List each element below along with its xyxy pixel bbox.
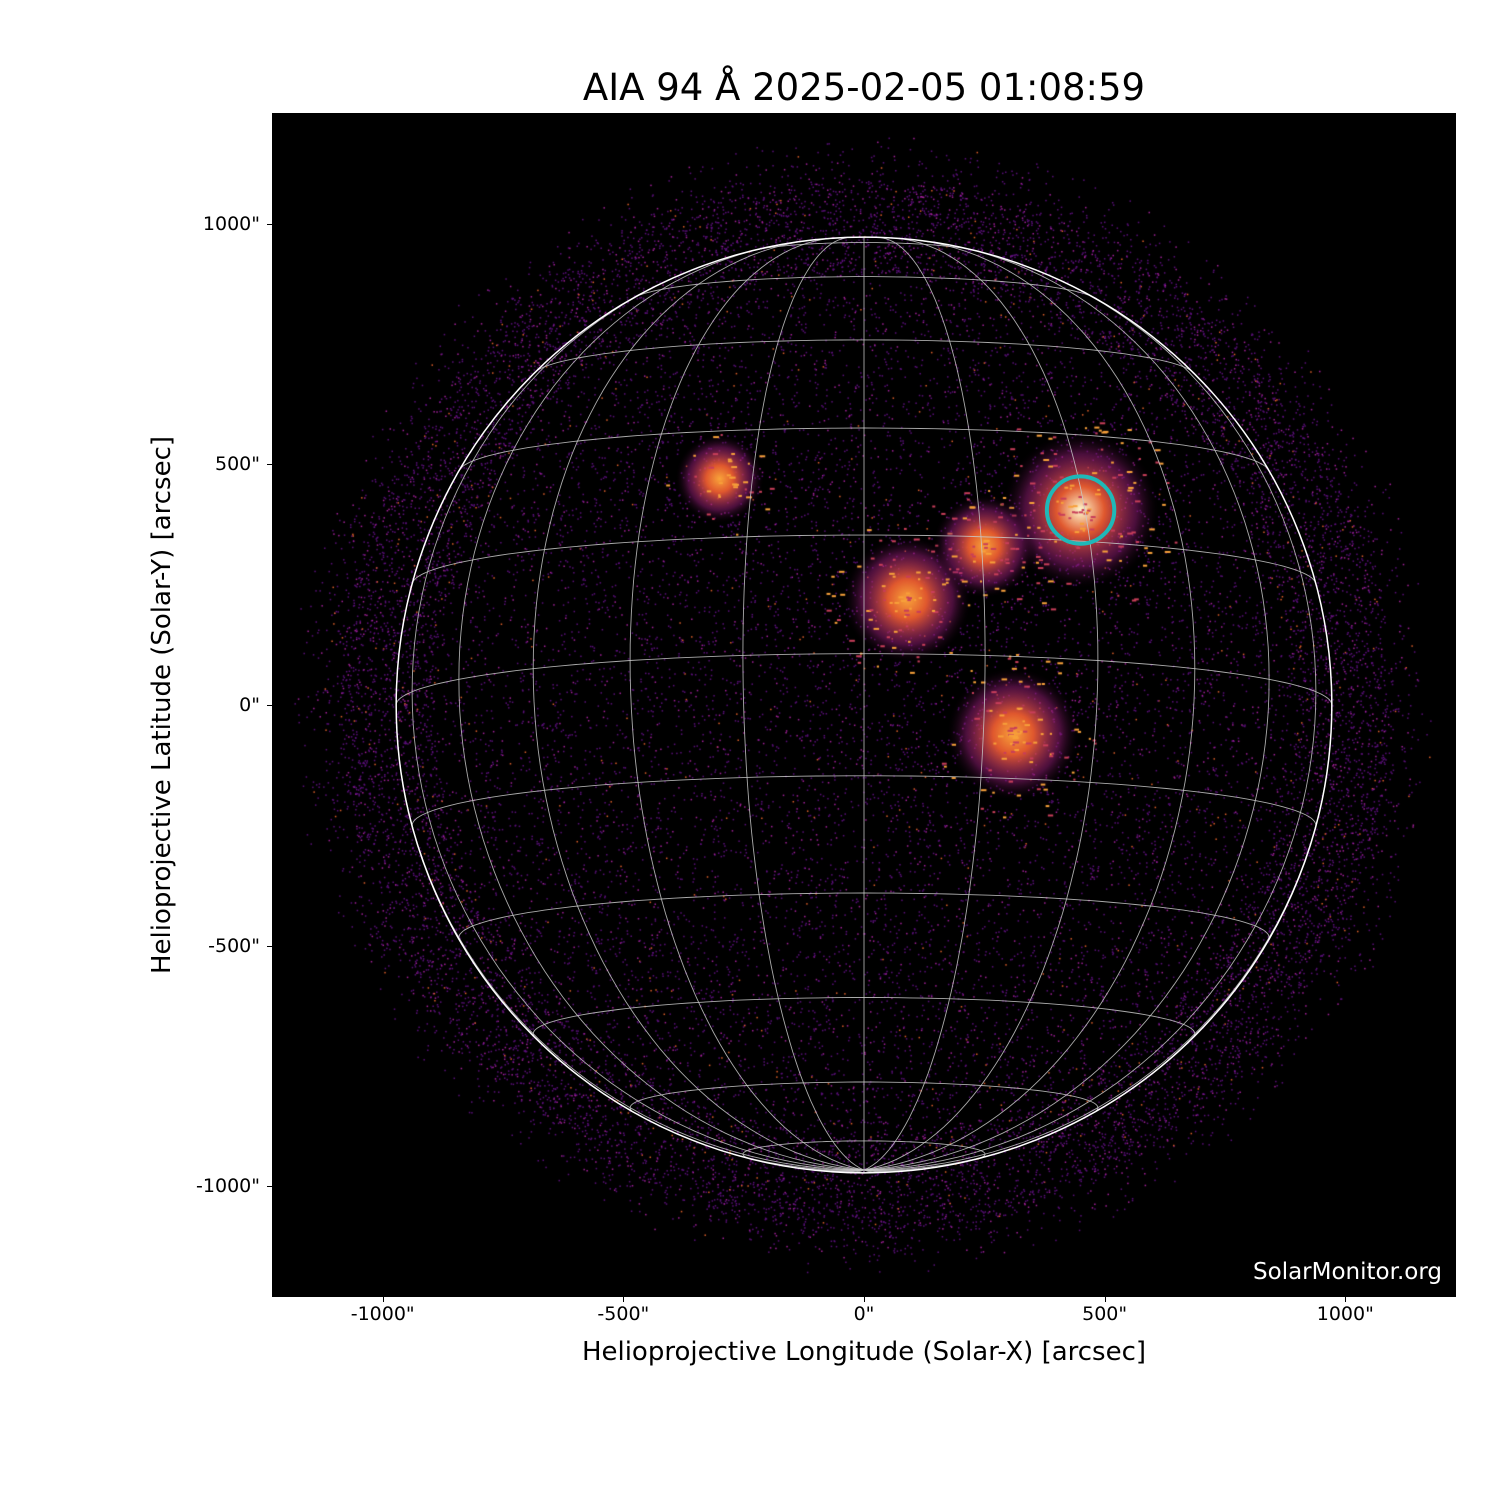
- y-tick-mark: [267, 1186, 272, 1188]
- x-tick-mark: [864, 1297, 865, 1302]
- y-tick-label: 500": [214, 453, 260, 476]
- watermark: SolarMonitor.org: [1253, 1259, 1442, 1285]
- longitude-grid-line: [532, 240, 865, 1171]
- x-tick-mark: [1104, 1297, 1106, 1302]
- longitude-grid-line: [458, 247, 865, 1171]
- longitude-grid-line: [863, 247, 1270, 1171]
- longitude-grid-line: [863, 237, 986, 1171]
- longitude-grid-line: [863, 704, 1333, 1171]
- y-tick-label: -500": [208, 934, 260, 957]
- flare-location-marker: [1044, 474, 1117, 546]
- y-tick-mark: [267, 945, 272, 947]
- longitude-grid-line: [863, 240, 1196, 1171]
- longitude-grid-line: [863, 274, 1317, 1171]
- longitude-grid-line: [629, 237, 865, 1171]
- x-tick-label: 1000": [1316, 1303, 1374, 1325]
- longitude-grid-line: [863, 237, 1099, 1171]
- y-axis-label: Helioprojective Latitude (Solar-Y) [arcs…: [147, 435, 177, 975]
- y-tick-mark: [267, 223, 272, 225]
- x-tick-mark: [1345, 1297, 1347, 1302]
- solar-limb: [395, 236, 1333, 1174]
- y-tick-label: 0": [239, 694, 260, 716]
- x-axis-label: Helioprojective Longitude (Solar-X) [arc…: [581, 1337, 1147, 1367]
- longitude-grid-line: [411, 274, 865, 1171]
- longitude-grid-line: [395, 704, 865, 1171]
- y-tick-mark: [267, 464, 272, 466]
- coordinate-grid-overlay: [395, 236, 1333, 1174]
- x-tick-label: 500": [1082, 1303, 1128, 1325]
- x-tick-label: -1000": [350, 1303, 415, 1325]
- longitude-grid-line: [742, 237, 865, 1171]
- x-tick-mark: [623, 1297, 625, 1302]
- x-tick-label: -500": [597, 1303, 650, 1325]
- y-tick-mark: [267, 705, 272, 706]
- y-tick-label: 1000": [202, 212, 260, 235]
- plot-title: AIA 94 Å 2025-02-05 01:08:59: [582, 66, 1146, 109]
- y-tick-label: -1000": [196, 1175, 260, 1198]
- x-tick-label: 0": [853, 1303, 875, 1325]
- solar-image-axes: SolarMonitor.org: [272, 113, 1456, 1297]
- x-tick-mark: [382, 1297, 384, 1302]
